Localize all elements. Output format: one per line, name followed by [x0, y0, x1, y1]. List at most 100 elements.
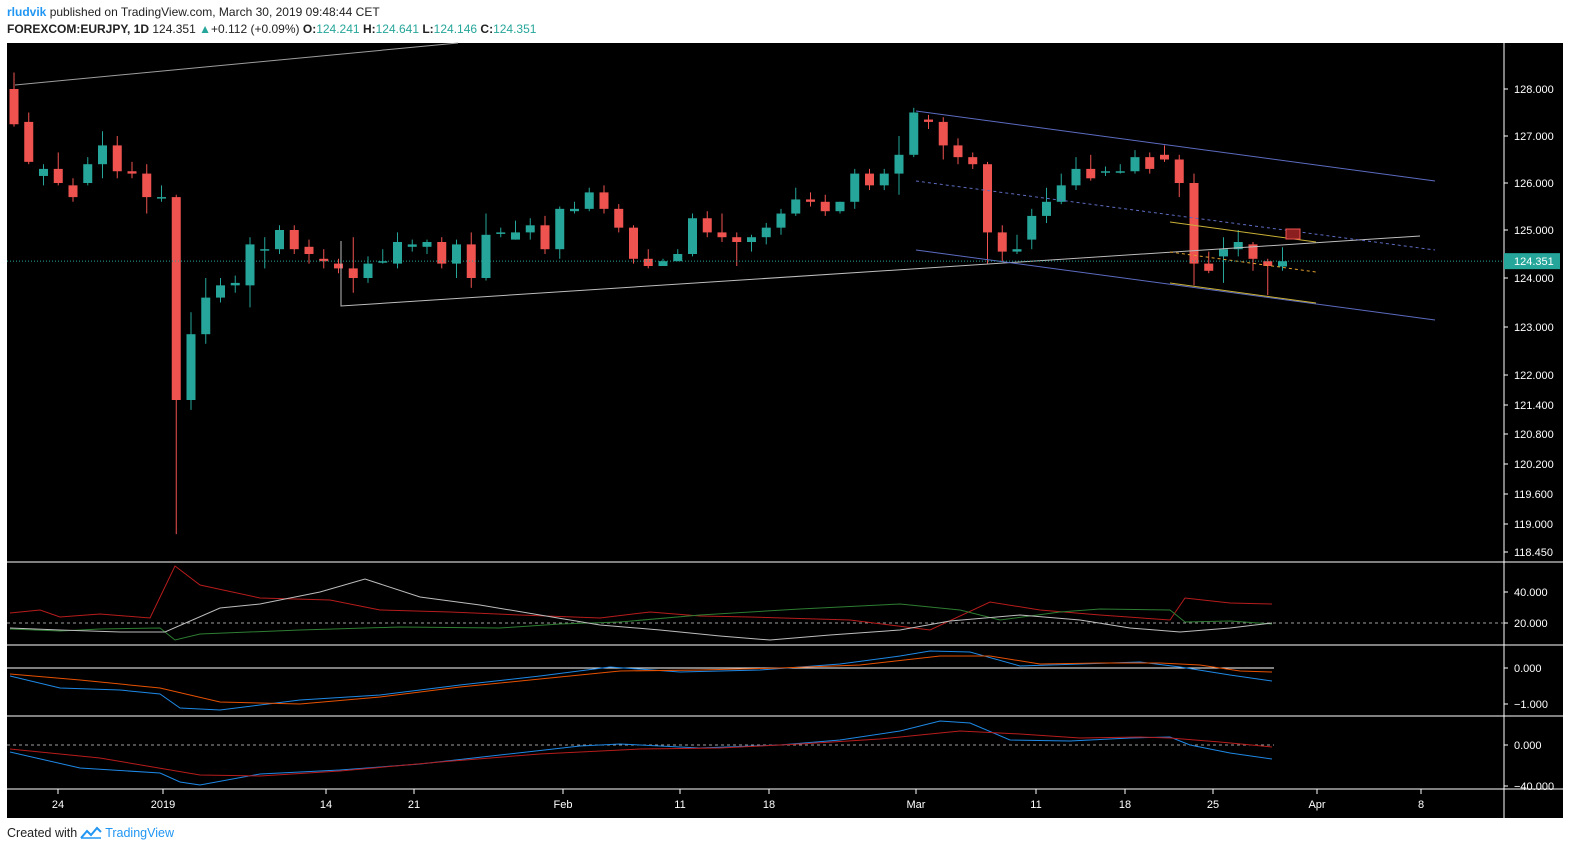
- last-price-tag-label: 124.351: [1514, 256, 1554, 268]
- candle-up: [1027, 215, 1037, 240]
- footer: Created with TradingView: [7, 826, 174, 840]
- candle-down: [629, 227, 638, 259]
- candle-down: [702, 218, 712, 233]
- candle-down: [1145, 157, 1155, 169]
- candle-down: [643, 258, 653, 266]
- time-tick-label: 14: [320, 799, 332, 811]
- candle-up: [1012, 249, 1022, 252]
- low-label: L:: [422, 22, 434, 36]
- time-tick-label: Feb: [554, 799, 573, 811]
- symbol-label[interactable]: FOREXCOM:EURJPY, 1D: [7, 22, 150, 36]
- candle-up: [83, 164, 93, 183]
- candle-down: [938, 121, 948, 146]
- candle-up: [186, 334, 196, 400]
- candle-down: [68, 185, 78, 198]
- candle-down: [9, 89, 19, 125]
- candle-down: [599, 192, 609, 209]
- time-tick-label: 11: [1030, 799, 1041, 811]
- symbol-legend: FOREXCOM:EURJPY, 1D 124.351 ▲+0.112 (+0.…: [7, 22, 536, 36]
- dmi-plus-line: [9, 603, 1273, 641]
- price-tick-label: 119.600: [1514, 489, 1553, 501]
- candle-up: [1115, 171, 1125, 173]
- last-price-tag: [1504, 253, 1560, 270]
- high-label: H:: [362, 22, 376, 36]
- candle-down: [540, 225, 550, 250]
- candle-down: [319, 258, 329, 262]
- candle-up: [909, 112, 919, 155]
- candle-down: [806, 199, 815, 202]
- candle-down: [24, 121, 34, 162]
- indicator-tick-label: 20.000: [1514, 618, 1548, 630]
- price-tick-label: 120.800: [1514, 429, 1554, 441]
- candle-down: [865, 173, 874, 186]
- candle-up: [407, 244, 417, 247]
- candle-up: [850, 173, 860, 202]
- price-tick-label: 118.450: [1514, 547, 1553, 559]
- candle-up: [260, 249, 270, 251]
- time-tick-label: Apr: [1308, 799, 1325, 811]
- candle-up: [157, 197, 166, 199]
- candles-group: [9, 72, 1287, 535]
- candle-up: [1233, 242, 1243, 250]
- candle-up: [747, 237, 756, 242]
- candle-down: [53, 168, 63, 183]
- candle-down: [334, 263, 343, 269]
- candle-up: [525, 225, 535, 233]
- chart-background: [7, 43, 1563, 818]
- candle-up: [894, 154, 904, 174]
- author-link[interactable]: rludvik: [7, 5, 47, 19]
- candle-down: [1189, 183, 1199, 264]
- close-value: 124.351: [493, 22, 537, 36]
- open-label: O:: [302, 22, 317, 36]
- time-tick-label: Mar: [907, 799, 926, 811]
- candle-up: [481, 234, 491, 278]
- low-value: 124.146: [433, 22, 478, 36]
- candle-up: [835, 201, 845, 212]
- price-tick-label: 119.000: [1514, 519, 1553, 531]
- trendline-top-left: [14, 42, 459, 86]
- candle-down: [924, 119, 933, 122]
- tradingview-brand-link[interactable]: TradingView: [105, 826, 174, 840]
- candle-up: [791, 199, 801, 214]
- candle-up: [363, 263, 373, 278]
- price-tick-label: 123.000: [1514, 322, 1554, 334]
- indicator-tick-label: −1.000: [1514, 699, 1548, 711]
- candle-down: [348, 268, 358, 278]
- candle-up: [1071, 168, 1081, 186]
- candle-down: [112, 145, 122, 172]
- price-tick-label: 121.400: [1514, 400, 1554, 412]
- channel-lower-line: [915, 249, 1436, 321]
- candle-up: [378, 261, 388, 263]
- candle-up: [511, 232, 520, 240]
- candle-down: [466, 244, 476, 278]
- price-tick-label: 124.000: [1514, 273, 1554, 285]
- candle-up: [761, 227, 771, 238]
- time-tick-label: 21: [408, 799, 420, 811]
- candle-up: [555, 208, 565, 250]
- candle-up: [245, 244, 255, 286]
- candle-down: [614, 208, 624, 228]
- open-value: 124.241: [316, 22, 360, 36]
- candle-up: [570, 208, 579, 212]
- price-tick-label: 122.000: [1514, 370, 1554, 382]
- price-tick-label: 127.000: [1514, 131, 1554, 143]
- price-tick-label: 126.000: [1514, 178, 1554, 190]
- candle-up: [1042, 201, 1051, 216]
- candle-down: [997, 232, 1007, 252]
- adx-line: [9, 578, 1273, 641]
- candle-down: [1263, 261, 1273, 266]
- candle-up: [422, 242, 432, 247]
- publish-text: published on TradingView.com, March 30, …: [49, 5, 380, 19]
- flag-lower-line: [1169, 282, 1317, 304]
- channel-upper-line: [915, 110, 1436, 182]
- candle-down: [142, 173, 152, 198]
- time-tick-label: 18: [763, 799, 775, 811]
- candle-up: [673, 254, 683, 262]
- candle-up: [98, 145, 107, 165]
- candle-down: [820, 201, 830, 212]
- candle-down: [1086, 168, 1096, 179]
- candle-down: [953, 145, 963, 158]
- candle-down: [1160, 154, 1169, 160]
- candle-up: [496, 232, 506, 234]
